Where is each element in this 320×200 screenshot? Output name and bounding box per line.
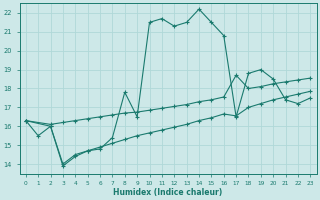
X-axis label: Humidex (Indice chaleur): Humidex (Indice chaleur) — [114, 188, 223, 197]
